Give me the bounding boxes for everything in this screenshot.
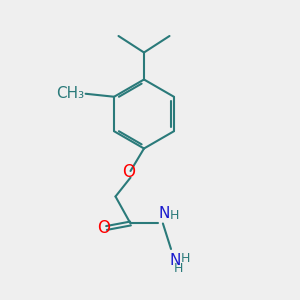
Text: H: H	[174, 262, 183, 275]
Text: H: H	[170, 208, 179, 222]
Text: O: O	[97, 219, 110, 237]
Text: N: N	[169, 253, 181, 268]
Text: CH₃: CH₃	[56, 86, 84, 101]
Text: O: O	[122, 164, 136, 181]
Text: N: N	[159, 206, 170, 221]
Text: H: H	[181, 252, 190, 265]
